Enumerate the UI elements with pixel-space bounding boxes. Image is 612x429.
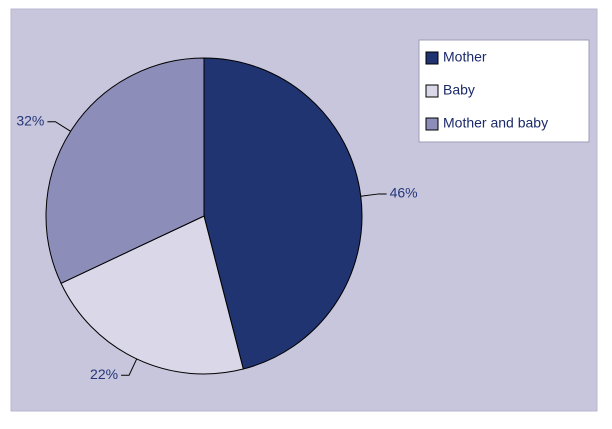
leader-line <box>121 358 138 376</box>
data-label: 22% <box>90 366 118 382</box>
legend-swatch <box>425 51 439 65</box>
legend-swatch <box>425 84 439 98</box>
legend: Mother Baby Mother and baby <box>418 39 590 143</box>
legend-swatch <box>425 117 439 131</box>
data-label: 46% <box>390 185 418 201</box>
leader-line <box>47 121 71 132</box>
pie-slice <box>203 57 363 370</box>
legend-label: Mother and baby <box>443 115 548 131</box>
data-label: 32% <box>16 112 44 128</box>
pie-slice <box>45 57 205 284</box>
legend-label: Baby <box>443 82 475 98</box>
leader-line <box>360 193 387 197</box>
legend-label: Mother <box>443 49 487 65</box>
legend-box <box>418 39 590 143</box>
pie-slice <box>60 215 244 375</box>
